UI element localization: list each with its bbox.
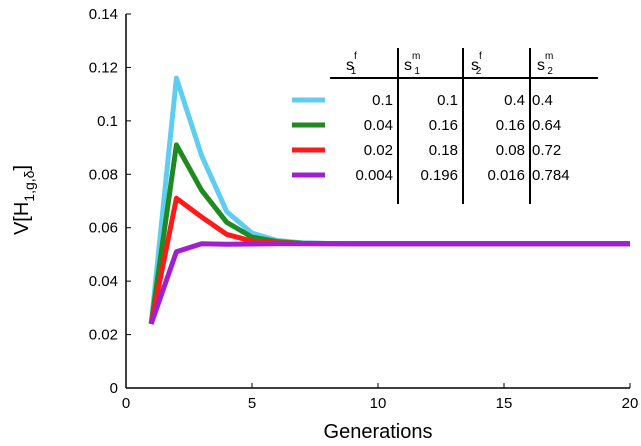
legend-cell: 0.72 [532, 142, 561, 159]
legend-table: sf 1 sm 1 sf 2 sm 2 0.1 0.1 0.4 0.4 0.04 0.16 0.16 0.64… [292, 48, 598, 204]
x-tick-label: 20 [622, 395, 639, 412]
y-axis-label: V[H1,g,δ] [11, 165, 37, 235]
y-tick-label: 0.02 [89, 327, 118, 344]
legend-cell: 0.016 [487, 167, 525, 184]
y-tick-label: 0 [110, 380, 118, 397]
legend-cell: 0.08 [496, 142, 525, 159]
x-axis-label: Generations [324, 421, 433, 443]
series-lines [148, 75, 630, 325]
y-tick-label: 0.12 [89, 59, 118, 76]
axes: 0 0.02 0.04 0.06 0.08 0.1 0.12 0.14 0 5 10 15 20 [89, 6, 639, 412]
legend-cell: 0.02 [364, 142, 393, 159]
legend-cell: 0.1 [372, 92, 393, 109]
legend-cell: 0.196 [420, 167, 458, 184]
y-tick-label: 0.08 [89, 166, 118, 183]
x-tick-label: 10 [370, 395, 387, 412]
legend-cell: 0.16 [496, 117, 525, 134]
x-tick-label: 5 [248, 395, 256, 412]
legend-cell: 0.4 [532, 92, 553, 109]
axis-labels: Generations V[H1,g,δ] [11, 165, 432, 443]
series-line-4 [148, 241, 630, 325]
legend-cell: 0.1 [437, 92, 458, 109]
legend-cell: 0.18 [429, 142, 458, 159]
legend-cell: 0.784 [532, 167, 570, 184]
series-line-1 [148, 75, 630, 325]
legend-header: sf 1 [346, 51, 357, 77]
y-tick-label: 0.1 [97, 113, 118, 130]
legend-cell: 0.64 [532, 117, 561, 134]
y-tick-label: 0.14 [89, 6, 118, 23]
y-tick-label: 0.04 [89, 273, 118, 290]
legend-header: sm 1 [404, 51, 420, 77]
legend-cell: 0.16 [429, 117, 458, 134]
legend-header: sm 2 [537, 51, 553, 77]
x-tick-label: 15 [496, 395, 513, 412]
y-tick-label: 0.06 [89, 220, 118, 237]
legend-cell: 0.04 [364, 117, 393, 134]
legend-header: sf 2 [471, 51, 482, 77]
legend-cell: 0.4 [504, 92, 525, 109]
legend-cell: 0.004 [355, 167, 393, 184]
x-tick-label: 0 [122, 395, 130, 412]
